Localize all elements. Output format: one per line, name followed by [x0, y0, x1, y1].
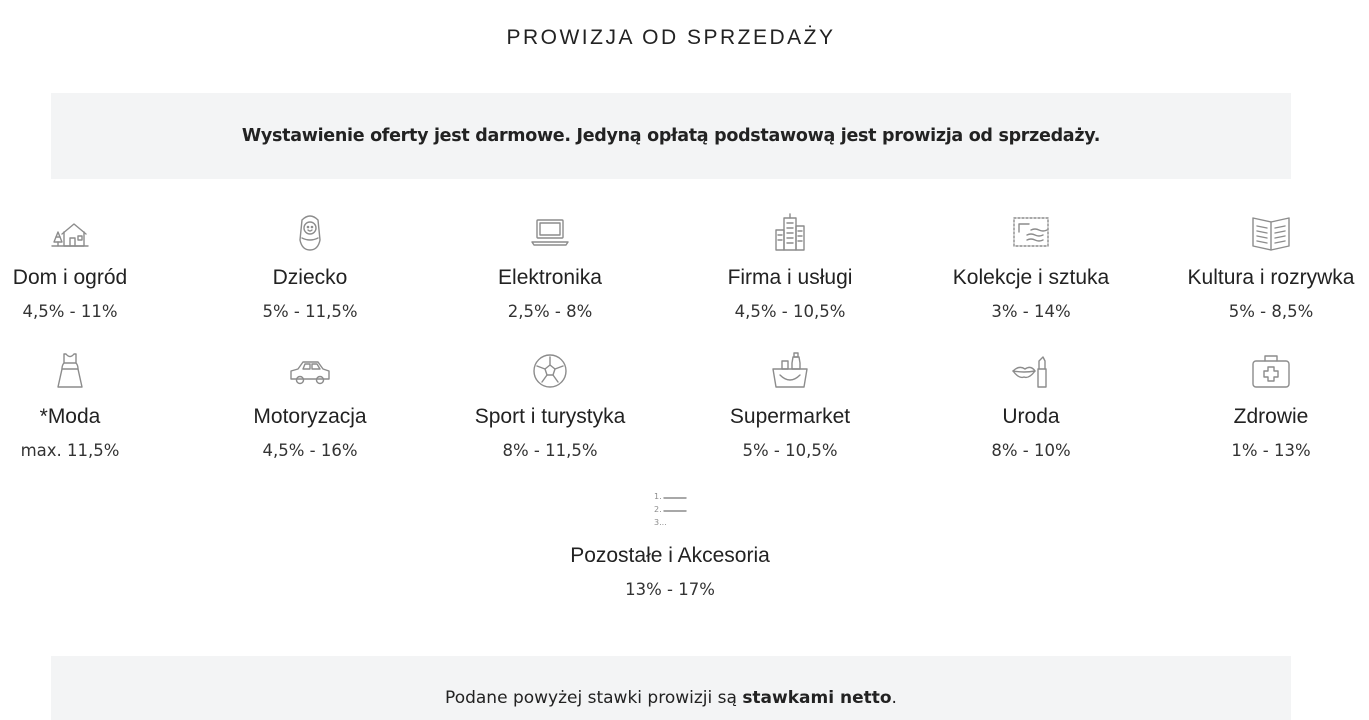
numbered-list-icon: 1. 2. 3... [648, 490, 692, 530]
category-name: Firma i usługi [727, 266, 853, 289]
first-aid-kit-icon [1249, 351, 1293, 391]
category-supermarket[interactable]: Supermarket 5% - 10,5% [670, 351, 910, 461]
net-rates-note-text: Podane powyżej stawki prowizji są stawka… [51, 688, 1291, 708]
category-rate: 4,5% - 11% [22, 302, 118, 321]
category-rate: 8% - 10% [991, 441, 1071, 460]
dress-icon [48, 351, 92, 391]
category-kolekcje-i-sztuka[interactable]: Kolekcje i sztuka 3% - 14% [911, 212, 1151, 322]
category-moda[interactable]: *Moda max. 11,5% [0, 351, 190, 461]
note-prefix: Podane powyżej stawki prowizji są [445, 688, 743, 708]
shopping-basket-icon [768, 351, 812, 391]
category-name: Pozostałe i Akcesoria [570, 544, 770, 567]
soccer-ball-icon [528, 351, 572, 391]
info-banner: Wystawienie oferty jest darmowe. Jedyną … [51, 93, 1291, 179]
category-firma-i-uslugi[interactable]: Firma i usługi 4,5% - 10,5% [670, 212, 910, 322]
house-tree-icon [48, 212, 92, 252]
lipstick-icon [1009, 351, 1053, 391]
category-rate: 3% - 14% [991, 302, 1071, 321]
category-dom-i-ogrod[interactable]: Dom i ogród 4,5% - 11% [0, 212, 190, 322]
category-uroda[interactable]: Uroda 8% - 10% [911, 351, 1151, 461]
category-name: Sport i turystyka [474, 405, 626, 428]
baby-icon [288, 212, 332, 252]
category-name: Dom i ogród [12, 266, 128, 289]
category-motoryzacja[interactable]: Motoryzacja 4,5% - 16% [190, 351, 430, 461]
category-name: Kultura i rozrywka [1187, 266, 1355, 289]
category-rate: 4,5% - 16% [262, 441, 358, 460]
category-rate: 5% - 10,5% [742, 441, 838, 460]
category-name: Zdrowie [1233, 405, 1309, 428]
category-name: Motoryzacja [253, 405, 367, 428]
category-name: Elektronika [498, 266, 602, 289]
category-dziecko[interactable]: Dziecko 5% - 11,5% [190, 212, 430, 322]
open-book-icon [1249, 212, 1293, 252]
category-name: Dziecko [272, 266, 348, 289]
category-name: Uroda [1002, 405, 1060, 428]
note-suffix: . [891, 688, 897, 708]
svg-text:3...: 3... [654, 518, 667, 527]
category-rate: max. 11,5% [20, 441, 120, 460]
category-name: *Moda [39, 405, 101, 428]
page-title: PROWIZJA OD SPRZEDAŻY [506, 26, 836, 49]
stamp-icon [1009, 212, 1053, 252]
category-sport-i-turystyka[interactable]: Sport i turystyka 8% - 11,5% [430, 351, 670, 461]
svg-text:1.: 1. [654, 492, 662, 501]
category-rate: 13% - 17% [625, 580, 715, 599]
office-building-icon [768, 212, 812, 252]
category-rate: 2,5% - 8% [507, 302, 593, 321]
category-name: Kolekcje i sztuka [952, 266, 1110, 289]
category-rate: 5% - 11,5% [262, 302, 358, 321]
category-name: Supermarket [729, 405, 851, 428]
category-rate: 1% - 13% [1231, 441, 1311, 460]
category-pozostale-i-akcesoria[interactable]: 1. 2. 3... Pozostałe i Akcesoria 13% - 1… [550, 490, 790, 600]
category-kultura-i-rozrywka[interactable]: Kultura i rozrywka 5% - 8,5% [1151, 212, 1369, 322]
net-rates-note: Podane powyżej stawki prowizji są stawka… [51, 656, 1291, 720]
car-icon [288, 351, 332, 391]
category-rate: 8% - 11,5% [502, 441, 598, 460]
category-rate: 4,5% - 10,5% [734, 302, 846, 321]
laptop-icon [528, 212, 572, 252]
category-zdrowie[interactable]: Zdrowie 1% - 13% [1151, 351, 1369, 461]
info-banner-text: Wystawienie oferty jest darmowe. Jedyną … [241, 126, 1101, 146]
svg-text:2.: 2. [654, 505, 662, 514]
category-elektronika[interactable]: Elektronika 2,5% - 8% [430, 212, 670, 322]
note-bold: stawkami netto [742, 688, 892, 708]
category-rate: 5% - 8,5% [1228, 302, 1314, 321]
